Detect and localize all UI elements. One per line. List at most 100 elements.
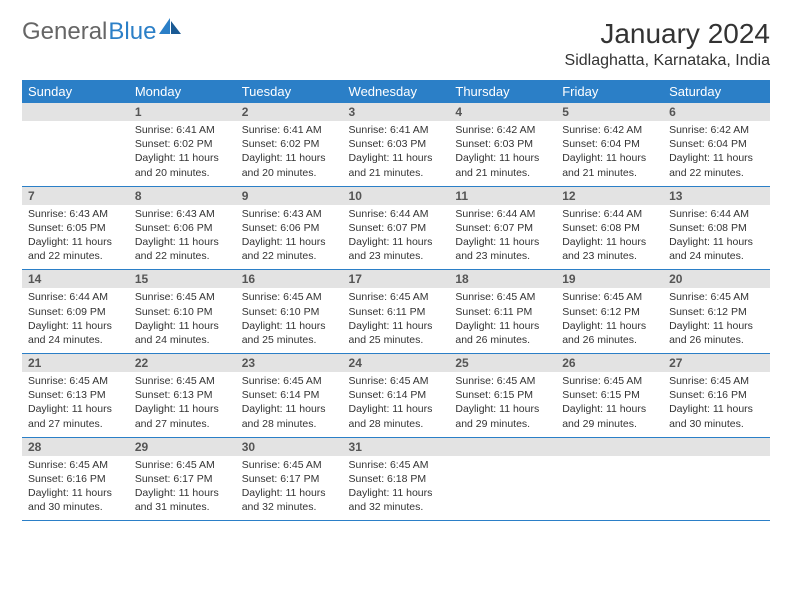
day-info: Sunrise: 6:44 AMSunset: 6:07 PMDaylight:… (449, 205, 556, 270)
logo-sail-icon (159, 18, 181, 34)
day-cell: 17Sunrise: 6:45 AMSunset: 6:11 PMDayligh… (343, 270, 450, 354)
sunset-line: Sunset: 6:16 PM (28, 473, 106, 485)
day-info: Sunrise: 6:45 AM Sunset: 6:10 PM Daylight:… (236, 288, 343, 353)
day-cell: 30Sunrise: 6:45 AMSunset: 6:17 PMDayligh… (236, 437, 343, 521)
daylight-line: Daylight: 11 hours and 28 minutes. (242, 403, 326, 429)
daylight-line: Daylight: 11 hours and 26 minutes. (562, 320, 646, 346)
sunset-line: Sunset: 6:09 PM (28, 306, 106, 318)
sunrise-line: Sunrise: 6:45 AM (135, 291, 215, 303)
sunset-line: Sunset: 6:10 PM (135, 306, 213, 318)
day-cell (22, 103, 129, 186)
dayname-tue: Tuesday (236, 80, 343, 103)
day-info: Sunrise: 6:45 AMSunset: 6:17 PMDaylight:… (236, 456, 343, 521)
sunset-line: Sunset: 6:11 PM (349, 306, 426, 318)
sunset-line: Sunset: 6:10 PM (242, 306, 320, 318)
sunrise-line: Sunrise: 6:45 AM (28, 375, 108, 387)
sunrise-line: Sunrise: 6:43 AM (135, 208, 215, 220)
day-info: Sunrise: 6:42 AMSunset: 6:03 PMDaylight:… (449, 121, 556, 186)
day-cell: 31Sunrise: 6:45 AMSunset: 6:18 PMDayligh… (343, 437, 450, 521)
day-cell: 14Sunrise: 6:44 AMSunset: 6:09 PMDayligh… (22, 270, 129, 354)
title-block: January 2024 Sidlaghatta, Karnataka, Ind… (565, 18, 770, 70)
day-info: Sunrise: 6:45 AMSunset: 6:18 PMDaylight:… (343, 456, 450, 521)
daylight-line: Daylight: 11 hours and 21 minutes. (349, 152, 433, 178)
sunset-line: Sunset: 6:15 PM (455, 389, 533, 401)
calendar-body: 1Sunrise: 6:41 AMSunset: 6:02 PMDaylight… (22, 103, 770, 521)
daylight-line: Daylight: 11 hours and 26 minutes. (455, 320, 539, 346)
sunset-line: Sunset: 6:16 PM (669, 389, 747, 401)
daylight-line: Daylight: 11 hours and 20 minutes. (135, 152, 219, 178)
sunrise-line: Sunrise: 6:43 AM (242, 208, 322, 220)
day-info (556, 456, 663, 508)
week-row: 1Sunrise: 6:41 AMSunset: 6:02 PMDaylight… (22, 103, 770, 186)
sunrise-line: Sunrise: 6:45 AM (669, 291, 749, 303)
day-cell: 13Sunrise: 6:44 AMSunset: 6:08 PMDayligh… (663, 186, 770, 270)
sunrise-line: Sunrise: 6:44 AM (28, 291, 108, 303)
sunset-line: Sunset: 6:14 PM (242, 389, 320, 401)
daylight-line: Daylight: 11 hours and 30 minutes. (28, 487, 112, 513)
sunrise-line: Sunrise: 6:45 AM (135, 375, 215, 387)
sunset-line: Sunset: 6:07 PM (455, 222, 533, 234)
sunset-line: Sunset: 6:13 PM (28, 389, 106, 401)
day-info: Sunrise: 6:43 AMSunset: 6:06 PMDaylight:… (129, 205, 236, 270)
day-number: 25 (449, 354, 556, 372)
sunrise-line: Sunrise: 6:45 AM (349, 291, 429, 303)
day-number (449, 438, 556, 456)
sunset-line: Sunset: 6:06 PM (242, 222, 320, 234)
day-cell: 3Sunrise: 6:41 AMSunset: 6:03 PMDaylight… (343, 103, 450, 186)
daylight-line: Daylight: 11 hours and 22 minutes. (135, 236, 219, 262)
daylight-line: Daylight: 11 hours and 24 minutes. (135, 320, 219, 346)
day-number: 3 (343, 103, 450, 121)
day-header-row: Sunday Monday Tuesday Wednesday Thursday… (22, 80, 770, 103)
day-info (22, 121, 129, 173)
daylight-line: Daylight: 11 hours and 25 minutes. (242, 320, 326, 346)
sunrise-line: Sunrise: 6:42 AM (562, 124, 642, 136)
daylight-line: Daylight: 11 hours and 24 minutes. (669, 236, 753, 262)
day-number: 20 (663, 270, 770, 288)
day-cell: 27Sunrise: 6:45 AMSunset: 6:16 PMDayligh… (663, 354, 770, 438)
dayname-mon: Monday (129, 80, 236, 103)
daylight-line: Daylight: 11 hours and 31 minutes. (135, 487, 219, 513)
calendar-table: Sunday Monday Tuesday Wednesday Thursday… (22, 80, 770, 521)
day-number: 23 (236, 354, 343, 372)
daylight-line: Daylight: 11 hours and 22 minutes. (669, 152, 753, 178)
sunrise-line: Sunrise: 6:41 AM (349, 124, 429, 136)
dayname-sun: Sunday (22, 80, 129, 103)
daylight-line: Daylight: 11 hours and 26 minutes. (669, 320, 753, 346)
day-number: 22 (129, 354, 236, 372)
daylight-line: Daylight: 11 hours and 23 minutes. (349, 236, 433, 262)
sunrise-line: Sunrise: 6:44 AM (669, 208, 749, 220)
sunset-line: Sunset: 6:14 PM (349, 389, 427, 401)
sunrise-line: Sunrise: 6:45 AM (242, 291, 322, 303)
sunrise-line: Sunrise: 6:45 AM (242, 459, 322, 471)
day-number: 26 (556, 354, 663, 372)
daylight-line: Daylight: 11 hours and 20 minutes. (242, 152, 326, 178)
day-number: 8 (129, 187, 236, 205)
sunrise-line: Sunrise: 6:45 AM (455, 375, 535, 387)
day-number: 4 (449, 103, 556, 121)
day-info: Sunrise: 6:41 AMSunset: 6:02 PMDaylight:… (236, 121, 343, 186)
daylight-line: Daylight: 11 hours and 22 minutes. (28, 236, 112, 262)
sunrise-line: Sunrise: 6:45 AM (242, 375, 322, 387)
sunrise-line: Sunrise: 6:45 AM (562, 375, 642, 387)
day-number: 9 (236, 187, 343, 205)
day-info: Sunrise: 6:41 AMSunset: 6:03 PMDaylight:… (343, 121, 450, 186)
day-number: 28 (22, 438, 129, 456)
day-cell: 16Sunrise: 6:45 AMSunset: 6:10 PMDayligh… (236, 270, 343, 354)
day-number: 13 (663, 187, 770, 205)
sunset-line: Sunset: 6:15 PM (562, 389, 640, 401)
sunset-line: Sunset: 6:04 PM (669, 138, 747, 150)
daylight-line: Daylight: 11 hours and 25 minutes. (349, 320, 433, 346)
day-number: 24 (343, 354, 450, 372)
daylight-line: Daylight: 11 hours and 21 minutes. (562, 152, 646, 178)
daylight-line: Daylight: 11 hours and 32 minutes. (242, 487, 326, 513)
dayname-sat: Saturday (663, 80, 770, 103)
day-info: Sunrise: 6:45 AMSunset: 6:12 PMDaylight:… (663, 288, 770, 353)
logo-text-general: General (22, 18, 107, 46)
day-cell: 15Sunrise: 6:45 AMSunset: 6:10 PMDayligh… (129, 270, 236, 354)
week-row: 7Sunrise: 6:43 AMSunset: 6:05 PMDaylight… (22, 186, 770, 270)
day-info: Sunrise: 6:45 AMSunset: 6:15 PMDaylight:… (556, 372, 663, 437)
sunset-line: Sunset: 6:17 PM (135, 473, 213, 485)
day-cell: 25Sunrise: 6:45 AMSunset: 6:15 PMDayligh… (449, 354, 556, 438)
day-cell: 8Sunrise: 6:43 AMSunset: 6:06 PMDaylight… (129, 186, 236, 270)
day-info: Sunrise: 6:44 AMSunset: 6:07 PMDaylight:… (343, 205, 450, 270)
